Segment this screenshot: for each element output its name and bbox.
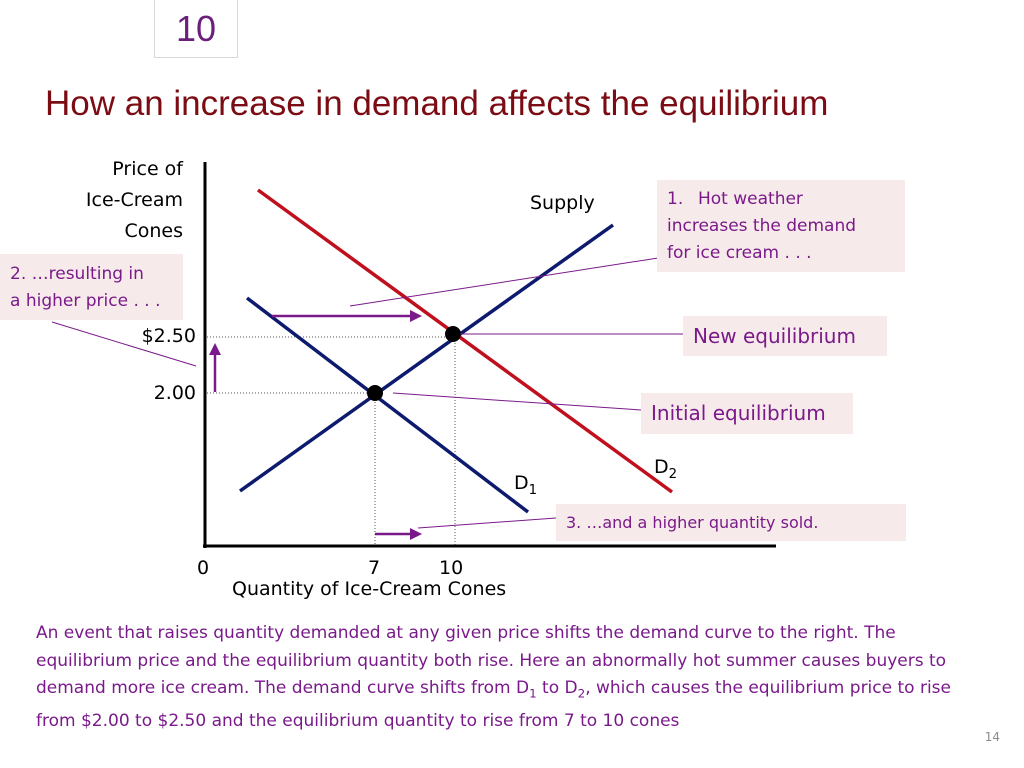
page-number: 14 [984,730,1000,744]
demand-curve-d2 [256,188,674,494]
d1-subscript: 1 [528,482,538,498]
caption-part-2: to D [536,678,578,698]
initial-equilibrium-point [367,385,383,401]
y-tick-2-50: $2.50 [141,325,196,347]
higher-price-callout-line-1: 2. …resulting in [10,264,144,284]
caption-subscript-1: 1 [529,686,537,701]
higher-quantity-callout: 3. …and a higher quantity sold. [556,504,906,541]
higher-price-callout-line-2: a higher price . . . [10,291,161,311]
demand-shift-arrow [272,310,422,322]
hot-weather-callout-line-3: for ice cream . . . [667,243,812,263]
y-axis-label-line-3: Cones [124,220,183,242]
higher-price-leader-line [51,321,197,367]
caption-subscript-2: 2 [577,686,586,701]
price-rise-arrow [209,343,221,392]
y-tick-2-00: 2.00 [153,382,196,404]
demand-curve-d1-label: D1 [514,472,537,498]
quantity-rise-arrow [375,528,422,540]
hot-weather-callout-line-2: increases the demand [667,216,857,236]
y-axis-label-line-1: Price of [112,158,183,180]
hot-weather-callout-line-1: Hot weather [698,189,803,209]
d1-base: D [514,472,529,494]
x-tick-10: 10 [439,557,464,579]
slide-number-badge: 10 [154,0,238,58]
supply-curve-label: Supply [530,192,595,214]
initial-equilibrium-callout: Initial equilibrium [641,393,853,434]
demand-curve-d2-label: D2 [654,456,677,482]
x-tick-0: 0 [197,557,210,579]
new-equilibrium-point [445,326,461,342]
y-axis-label-line-2: Ice-Cream [85,189,183,211]
higher-price-callout: 2. …resulting in a higher price . . . [0,254,183,320]
demand-curve-d1 [245,296,530,514]
new-equilibrium-callout: New equilibrium [683,316,887,356]
caption-part-3: , which causes the equilibrium price to … [36,678,951,731]
x-axis-label: Quantity of Ice-Cream Cones [232,578,507,600]
y-axis-label: Price of Ice-Cream Cones [86,154,183,247]
initial-equilibrium-leader-line [392,392,642,411]
hot-weather-callout: 1. Hot weather increases the demand for … [657,180,905,272]
d2-base: D [654,456,669,478]
caption-part-1: An event that raises quantity demanded a… [36,623,947,698]
caption-paragraph: An event that raises quantity demanded a… [36,620,976,735]
x-tick-7: 7 [368,557,381,579]
slide-title: How an increase in demand affects the eq… [45,84,829,123]
d2-subscript: 2 [668,466,678,482]
hot-weather-leader-line [349,257,659,307]
hot-weather-callout-number: 1. [667,189,684,209]
higher-quantity-leader-line [417,517,557,529]
supply-curve [238,223,615,493]
